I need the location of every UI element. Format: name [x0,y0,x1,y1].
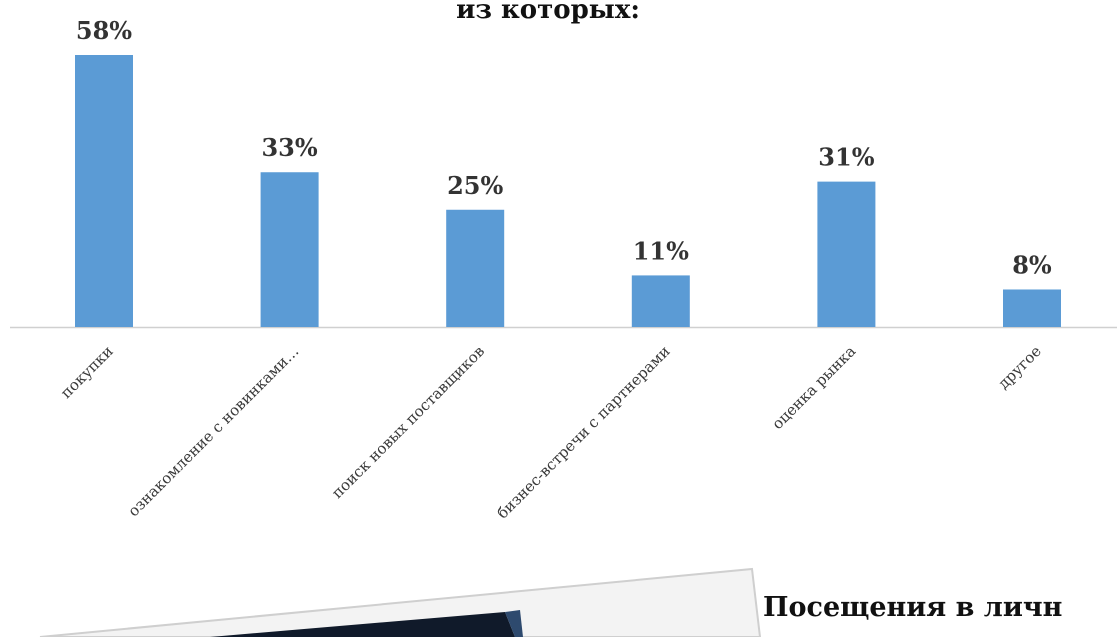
bars-group [75,55,1061,327]
bar [817,181,876,327]
tick-label: бизнес-встречи с партнерами [493,342,673,522]
data-label: 33% [261,133,317,162]
bar [75,55,133,327]
chart-title: из которых: [456,0,640,25]
data-label: 8% [1012,250,1052,279]
bar [260,172,319,327]
value-labels-group: 58% 33% 25% 11% 31% 8% [76,16,1052,279]
data-label: 31% [818,143,874,172]
tick-label: покупки [57,342,117,402]
category-labels-group: покупки ознакомление с новинками… поиск но… [57,342,1045,522]
data-label: 25% [447,171,503,200]
tick-label: другое [994,342,1045,393]
bar [1003,289,1061,327]
tick-label: поиск новых поставщиков [328,342,488,502]
photo-frame [39,567,762,637]
slide-title: Посещения в личн [763,592,1062,623]
tick-label: оценка рынка [768,342,859,433]
tick-label: ознакомление с новинками… [124,342,302,520]
bar [631,275,690,327]
bar [446,209,505,327]
data-label: 58% [76,16,132,45]
data-label: 11% [633,236,689,265]
